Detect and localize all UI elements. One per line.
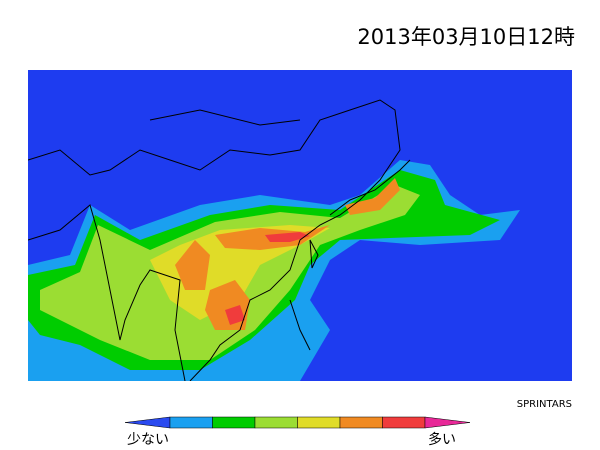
legend [124, 416, 471, 429]
plume-very-high [175, 178, 400, 330]
coastline [28, 99, 411, 381]
legend-swatch [212, 416, 256, 429]
plume-peak [225, 232, 310, 325]
aerosol-field [28, 99, 520, 381]
legend-swatch [424, 416, 471, 429]
legend-swatch [169, 416, 213, 429]
map [28, 70, 572, 381]
legend-high-label: 多い [428, 431, 456, 448]
timestamp: 2013年03月10日12時 [357, 25, 575, 49]
legend-swatch [382, 416, 426, 429]
legend-swatch [254, 416, 298, 429]
credit: SPRINTARS [517, 399, 572, 410]
legend-swatch [339, 416, 383, 429]
legend-low-label: 少ない [127, 432, 169, 448]
legend-swatch [297, 416, 341, 429]
legend-swatch [124, 416, 171, 429]
